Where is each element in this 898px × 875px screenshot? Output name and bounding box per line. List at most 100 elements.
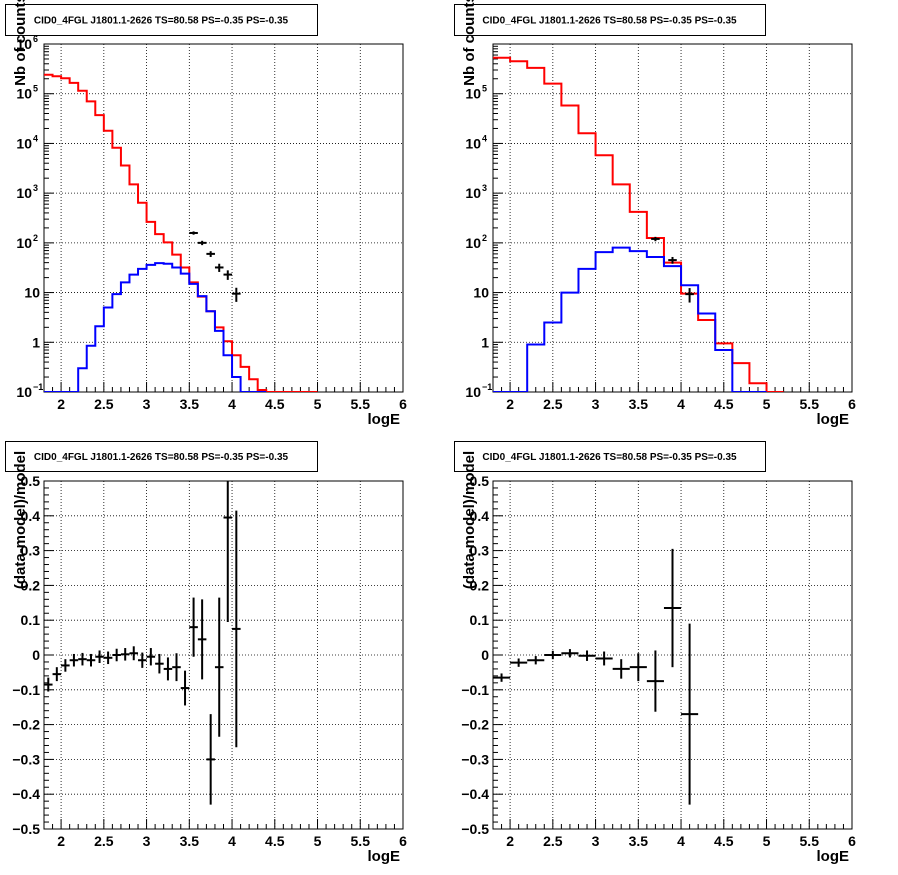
x-axis-label: logE [368,848,401,865]
x-tick-label: 4 [228,396,236,412]
x-tick-label: 6 [848,396,856,412]
y-tick-exponent: 4 [33,133,38,143]
y-tick-label: −0.5 [12,821,40,837]
y-tick-exponent: 2 [33,233,38,243]
x-tick-label: 3.5 [629,833,649,849]
x-tick-label: 4 [228,833,236,849]
y-tick-exponent: 6 [33,34,38,44]
x-tick-label: 5.5 [351,396,371,412]
y-tick-label: 0.1 [21,612,41,628]
data-layer [44,481,241,805]
residual-panel-left: CID0_4FGL J1801.1-2626 TS=80.58 PS=-0.35… [5,441,407,865]
x-tick-label: 4.5 [714,833,734,849]
y-tick-exponent: 5 [33,84,38,94]
x-tick-label: 5 [763,833,771,849]
y-axis-label: Nb of counts [12,0,29,86]
y-tick-label: −0.1 [461,682,489,698]
x-axis-label: logE [368,411,401,428]
y-tick-label: 0.4 [21,508,41,524]
y-tick-exponent: 3 [33,183,38,193]
residual-panel-right: CID0_4FGL J1801.1-2626 TS=80.58 PS=-0.35… [454,441,856,865]
x-tick-label: 3 [143,396,151,412]
title-box [454,4,766,36]
histogram-series-0 [44,73,318,392]
x-tick-label: 2 [57,833,65,849]
x-tick-label: 2 [57,396,65,412]
y-tick-label: 10 [465,185,481,201]
x-tick-label: 5.5 [351,833,371,849]
x-tick-label: 2.5 [543,833,563,849]
y-tick-label: −0.4 [12,786,40,802]
x-tick-label: 2.5 [94,833,114,849]
x-tick-label: 5.5 [800,396,820,412]
y-axis-label: (data-model)/model [12,451,29,589]
y-tick-label: 1 [481,334,489,350]
y-tick-label: 10 [465,235,481,251]
y-tick-exponent: 5 [482,84,487,94]
chart-title: CID0_4FGL J1801.1-2626 TS=80.58 PS=-0.35… [34,452,289,463]
x-tick-label: 5 [763,396,771,412]
y-tick-exponent: −1 [33,382,43,392]
y-tick-label: −0.2 [12,717,40,733]
y-tick-label: 1 [32,334,40,350]
y-tick-label: −0.4 [461,786,489,802]
y-tick-label: 10 [24,285,40,301]
chart-title: CID0_4FGL J1801.1-2626 TS=80.58 PS=-0.35… [482,452,737,463]
y-tick-label: 0.1 [470,612,490,628]
y-tick-exponent: 2 [482,233,487,243]
x-tick-label: 3.5 [629,396,649,412]
title-box [454,441,766,472]
y-tick-label: 0.3 [21,543,41,559]
y-tick-label: 10 [465,135,481,151]
x-tick-label: 3 [143,833,151,849]
y-tick-exponent: 3 [482,183,487,193]
y-tick-label: 10 [465,384,481,400]
chart-title: CID0_4FGL J1801.1-2626 TS=80.58 PS=-0.35… [34,16,289,27]
y-tick-label: 10 [16,384,32,400]
y-tick-label: 10 [16,135,32,151]
data-layer [44,73,318,392]
y-tick-exponent: 4 [482,133,487,143]
y-tick-label: −0.1 [12,682,40,698]
data-layer [493,56,784,392]
plot-frame [492,43,853,393]
y-tick-label: 0.4 [470,508,490,524]
x-tick-label: 4 [677,833,685,849]
y-axis-label: Nb of counts [461,0,478,86]
y-tick-label: 0.2 [470,577,490,593]
y-tick-label: 0.3 [470,543,490,559]
x-tick-label: 5.5 [800,833,820,849]
x-tick-label: 3 [592,396,600,412]
y-tick-label: −0.2 [461,717,489,733]
y-tick-label: −0.3 [12,751,40,767]
x-tick-label: 4.5 [265,396,285,412]
x-tick-label: 3 [592,833,600,849]
x-tick-label: 2 [506,833,514,849]
x-tick-label: 6 [399,396,407,412]
histogram-series-1 [493,246,767,392]
x-tick-label: 2.5 [543,396,563,412]
x-axis-label: logE [817,411,850,428]
y-tick-label: 0.5 [21,473,41,489]
x-tick-label: 2.5 [94,396,114,412]
y-tick-exponent: −1 [482,382,492,392]
x-tick-label: 4 [677,396,685,412]
y-tick-label: 10 [16,185,32,201]
counts-panel-left: CID0_4FGL J1801.1-2626 TS=80.58 PS=-0.35… [5,0,407,428]
y-tick-label: 10 [16,36,32,52]
y-tick-label: 0 [32,647,40,663]
y-axis-label: (data-model)/model [461,451,478,589]
x-axis-label: logE [817,848,850,865]
x-tick-label: 2 [506,396,514,412]
title-box [5,4,318,36]
x-tick-label: 5 [314,833,322,849]
data-layer [493,548,699,805]
x-tick-label: 4.5 [265,833,285,849]
x-tick-label: 3.5 [180,833,200,849]
y-tick-label: −0.3 [461,751,489,767]
title-box [5,441,318,472]
y-tick-label: 10 [473,285,489,301]
x-tick-label: 4.5 [714,396,734,412]
y-tick-label: 0.2 [21,577,41,593]
